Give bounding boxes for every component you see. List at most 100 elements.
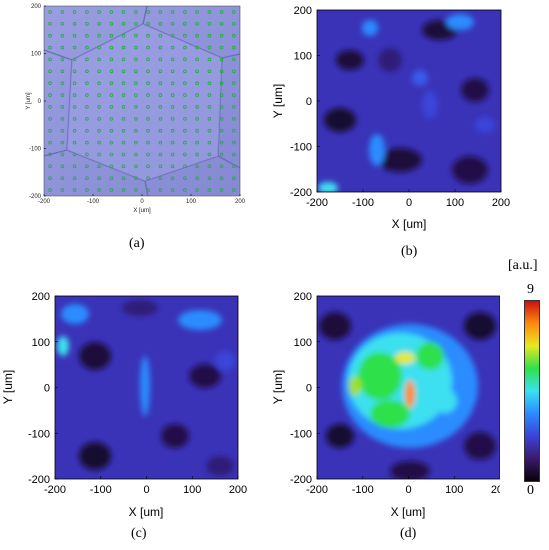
grid-point [232, 93, 236, 97]
grid-point [72, 140, 77, 145]
grid-point [195, 69, 199, 74]
central-grain [67, 24, 222, 181]
grid-point [146, 57, 150, 62]
grid-point [232, 152, 236, 157]
grid-point [72, 164, 77, 169]
colorbar-min-label: 0 [527, 483, 534, 498]
grid-point [48, 164, 52, 169]
panel-a-ylabel: Y [um] [26, 92, 32, 110]
grid-point [219, 21, 224, 26]
grid-point [109, 21, 114, 26]
grid-point [207, 93, 212, 97]
grid-point [170, 176, 175, 181]
grid-point [158, 45, 163, 50]
grid-point [183, 128, 187, 133]
grid-point [146, 105, 150, 109]
grid-point [207, 57, 212, 62]
grid-point [109, 10, 114, 14]
grid-point [48, 117, 52, 121]
grid-point [134, 57, 138, 62]
grid-point [183, 93, 187, 97]
grid-point [121, 33, 126, 38]
grid-point [97, 188, 101, 192]
grid-point [158, 10, 163, 14]
panel-c-chart: -200 -100 0 100 200 200 100 0 -100 -200 X [um] Y … [1, 291, 247, 519]
grid-point [60, 105, 65, 109]
grid-point [109, 93, 114, 97]
grid-point [158, 117, 163, 121]
grid-point [134, 128, 138, 133]
grid-point [158, 81, 163, 85]
grid-point [60, 81, 65, 85]
colorbar [524, 300, 540, 482]
grid-point [232, 69, 236, 74]
grid-point [158, 128, 163, 133]
y-tick-label: -200 [28, 474, 50, 486]
grid-point [109, 117, 114, 121]
grid-point [207, 81, 212, 85]
grid-point [97, 45, 101, 50]
grid-point [60, 93, 65, 97]
y-tick-label: 100 [294, 51, 312, 63]
y-tick-label: 200 [32, 291, 50, 303]
measurement-grid [48, 10, 236, 192]
x-tick-label: -100 [90, 484, 112, 496]
grid-point [219, 117, 224, 121]
grid-point [134, 152, 138, 157]
grid-point [97, 176, 101, 181]
grid-point [195, 164, 199, 169]
grid-point [48, 81, 52, 85]
grid-point [146, 21, 150, 26]
grid-point [60, 164, 65, 169]
grid-point [72, 152, 77, 157]
grid-point [48, 33, 52, 38]
grid-point [60, 21, 65, 26]
y-tick-label: 100 [294, 337, 312, 349]
grid-point [183, 81, 187, 85]
grid-point [72, 10, 77, 14]
grid-point [72, 81, 77, 85]
grid-point [146, 81, 150, 85]
grid-point [146, 164, 150, 169]
grid-point [195, 57, 199, 62]
grid-point [85, 10, 89, 14]
grid-point [146, 128, 150, 133]
grid-point [195, 21, 199, 26]
grid-point [85, 176, 89, 181]
grid-point [183, 21, 187, 26]
x-tick-label: 0 [405, 484, 411, 496]
colorbar-max-label: 9 [527, 282, 534, 297]
grid-point [85, 33, 89, 38]
grid-point [170, 10, 175, 14]
y-tick-label: -100 [290, 142, 312, 154]
panel-b-ylabel: Y [um] [271, 84, 285, 118]
grid-point [48, 69, 52, 74]
y-tick-label: -200 [29, 194, 42, 200]
grid-point [158, 188, 163, 192]
grid-point [97, 117, 101, 121]
grid-point [134, 164, 138, 169]
grid-point [183, 164, 187, 169]
grid-point [121, 128, 126, 133]
grid-point [232, 105, 236, 109]
grid-point [183, 188, 187, 192]
grid-point [48, 176, 52, 181]
grid-point [109, 164, 114, 169]
x-tick-label: -200 [306, 484, 328, 496]
grid-point [158, 33, 163, 38]
grid-point [121, 176, 126, 181]
grid-point [134, 93, 138, 97]
grid-point [207, 188, 212, 192]
grid-point [72, 69, 77, 74]
x-tick-label: 100 [186, 199, 197, 205]
grid-point [48, 93, 52, 97]
grid-point [183, 69, 187, 74]
y-tick-label: -100 [290, 428, 312, 440]
grid-point [134, 140, 138, 145]
grid-point [207, 69, 212, 74]
grid-point [207, 33, 212, 38]
grid-point [121, 69, 126, 74]
panel-d-heatmap [319, 312, 496, 479]
grid-point [232, 188, 236, 192]
grid-point [48, 10, 52, 14]
